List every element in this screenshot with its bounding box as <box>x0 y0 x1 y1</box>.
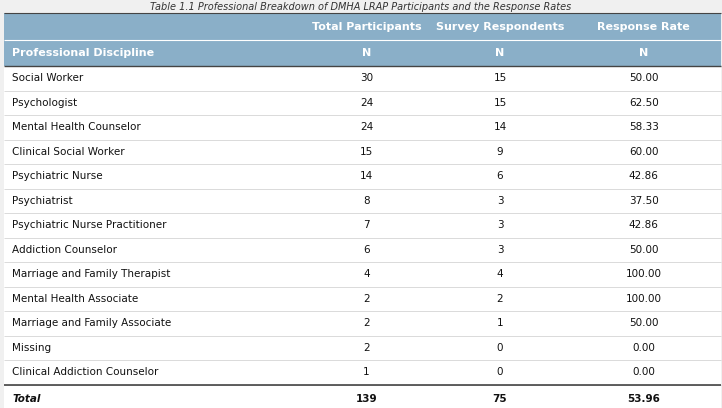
Text: 15: 15 <box>493 73 507 83</box>
Text: N: N <box>639 48 648 58</box>
Text: Missing: Missing <box>12 343 51 353</box>
Text: 14: 14 <box>360 171 373 181</box>
Text: Psychologist: Psychologist <box>12 98 77 108</box>
Text: 2: 2 <box>497 294 503 304</box>
Text: 24: 24 <box>360 122 373 132</box>
Text: Table 1.1 Professional Breakdown of DMHA LRAP Participants and the Response Rate: Table 1.1 Professional Breakdown of DMHA… <box>150 2 572 11</box>
Text: 53.96: 53.96 <box>627 393 660 404</box>
Text: Clinical Social Worker: Clinical Social Worker <box>12 147 125 157</box>
Text: 58.33: 58.33 <box>629 122 658 132</box>
Text: Clinical Addiction Counselor: Clinical Addiction Counselor <box>12 367 159 377</box>
Text: Social Worker: Social Worker <box>12 73 84 83</box>
Text: 3: 3 <box>497 245 503 255</box>
Text: 14: 14 <box>493 122 507 132</box>
Text: Mental Health Counselor: Mental Health Counselor <box>12 122 141 132</box>
Text: N: N <box>362 48 371 58</box>
Text: 0.00: 0.00 <box>632 343 655 353</box>
Text: 15: 15 <box>493 98 507 108</box>
Text: 2: 2 <box>363 318 370 328</box>
Text: Mental Health Associate: Mental Health Associate <box>12 294 139 304</box>
Text: 4: 4 <box>363 269 370 279</box>
Text: 24: 24 <box>360 98 373 108</box>
Text: 2: 2 <box>363 343 370 353</box>
Text: Psychiatric Nurse Practitioner: Psychiatric Nurse Practitioner <box>12 220 167 230</box>
Text: 1: 1 <box>497 318 503 328</box>
Bar <box>4 66 721 408</box>
Text: 42.86: 42.86 <box>629 171 658 181</box>
Text: Total Participants: Total Participants <box>312 22 421 31</box>
Text: 7: 7 <box>363 220 370 230</box>
Text: N: N <box>495 48 505 58</box>
Text: Psychiatric Nurse: Psychiatric Nurse <box>12 171 103 181</box>
Text: 75: 75 <box>492 393 508 404</box>
Text: 60.00: 60.00 <box>629 147 658 157</box>
Text: Survey Respondents: Survey Respondents <box>436 22 564 31</box>
Text: 3: 3 <box>497 220 503 230</box>
Text: Professional Discipline: Professional Discipline <box>12 48 155 58</box>
Text: 8: 8 <box>363 196 370 206</box>
Text: 62.50: 62.50 <box>629 98 658 108</box>
Text: 37.50: 37.50 <box>629 196 658 206</box>
Text: 1: 1 <box>363 367 370 377</box>
Text: Psychiatrist: Psychiatrist <box>12 196 73 206</box>
Text: 100.00: 100.00 <box>626 294 661 304</box>
Text: 50.00: 50.00 <box>629 245 658 255</box>
Text: Marriage and Family Associate: Marriage and Family Associate <box>12 318 172 328</box>
Text: 2: 2 <box>363 294 370 304</box>
Text: 3: 3 <box>497 196 503 206</box>
Text: Addiction Counselor: Addiction Counselor <box>12 245 117 255</box>
Text: 9: 9 <box>497 147 503 157</box>
Text: 6: 6 <box>363 245 370 255</box>
Text: Response Rate: Response Rate <box>597 22 690 31</box>
Text: 0: 0 <box>497 367 503 377</box>
Text: 30: 30 <box>360 73 373 83</box>
Bar <box>4 40 721 66</box>
Text: 139: 139 <box>356 393 377 404</box>
Text: 0.00: 0.00 <box>632 367 655 377</box>
Text: 42.86: 42.86 <box>629 220 658 230</box>
Text: Marriage and Family Therapist: Marriage and Family Therapist <box>12 269 170 279</box>
Bar <box>4 13 721 40</box>
Text: 15: 15 <box>360 147 373 157</box>
Text: 100.00: 100.00 <box>626 269 661 279</box>
Text: Total: Total <box>12 393 40 404</box>
Text: 50.00: 50.00 <box>629 318 658 328</box>
Text: 0: 0 <box>497 343 503 353</box>
Text: 50.00: 50.00 <box>629 73 658 83</box>
Text: 6: 6 <box>497 171 503 181</box>
Text: 4: 4 <box>497 269 503 279</box>
